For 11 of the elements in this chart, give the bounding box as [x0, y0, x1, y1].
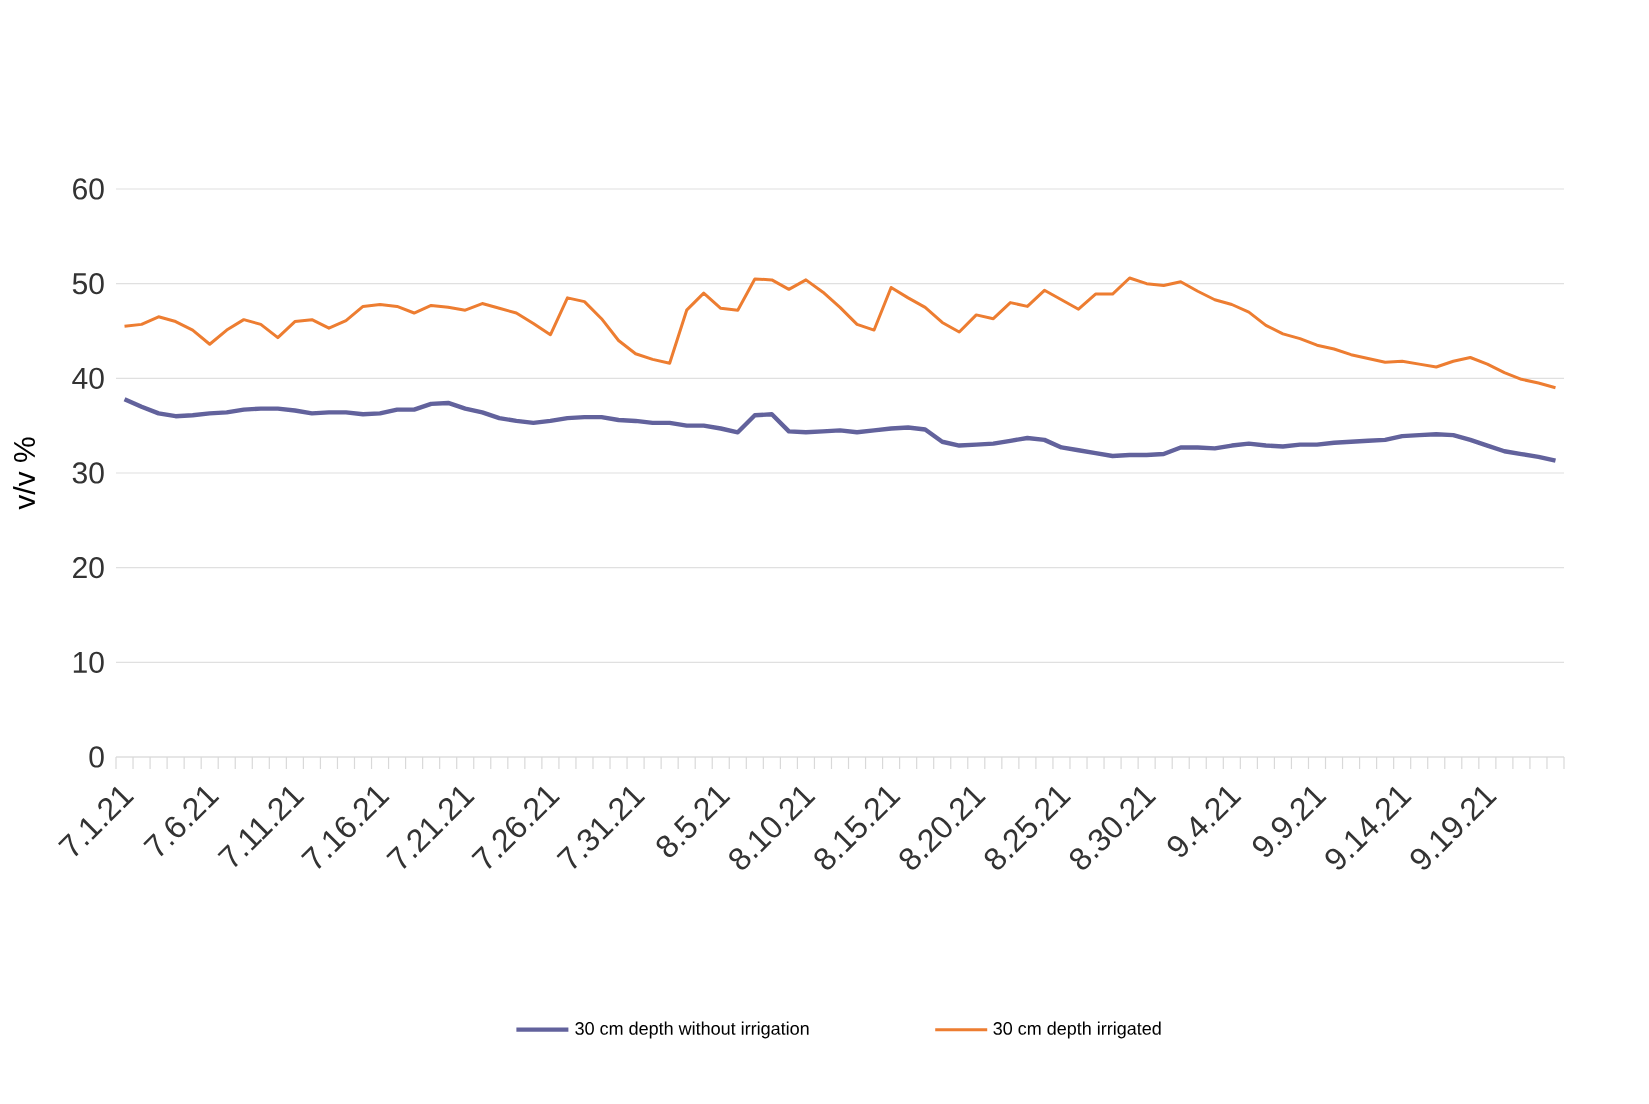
y-tick-label: 50: [72, 273, 104, 295]
y-tick-label: 20: [73, 557, 104, 579]
line-series: [122, 396, 1558, 463]
y-axis-title: v/v %: [13, 437, 36, 510]
y-tick-label: 40: [72, 367, 104, 389]
legend-label: 30 cm depth irrigated: [993, 1021, 1161, 1039]
legend-label: 30 cm depth without irrigation: [575, 1021, 809, 1039]
y-tick-label: 0: [89, 746, 104, 768]
y-tick-label: 60: [73, 178, 104, 200]
y-tick-label: 10: [73, 651, 104, 673]
y-tick-label: 30: [72, 462, 104, 484]
